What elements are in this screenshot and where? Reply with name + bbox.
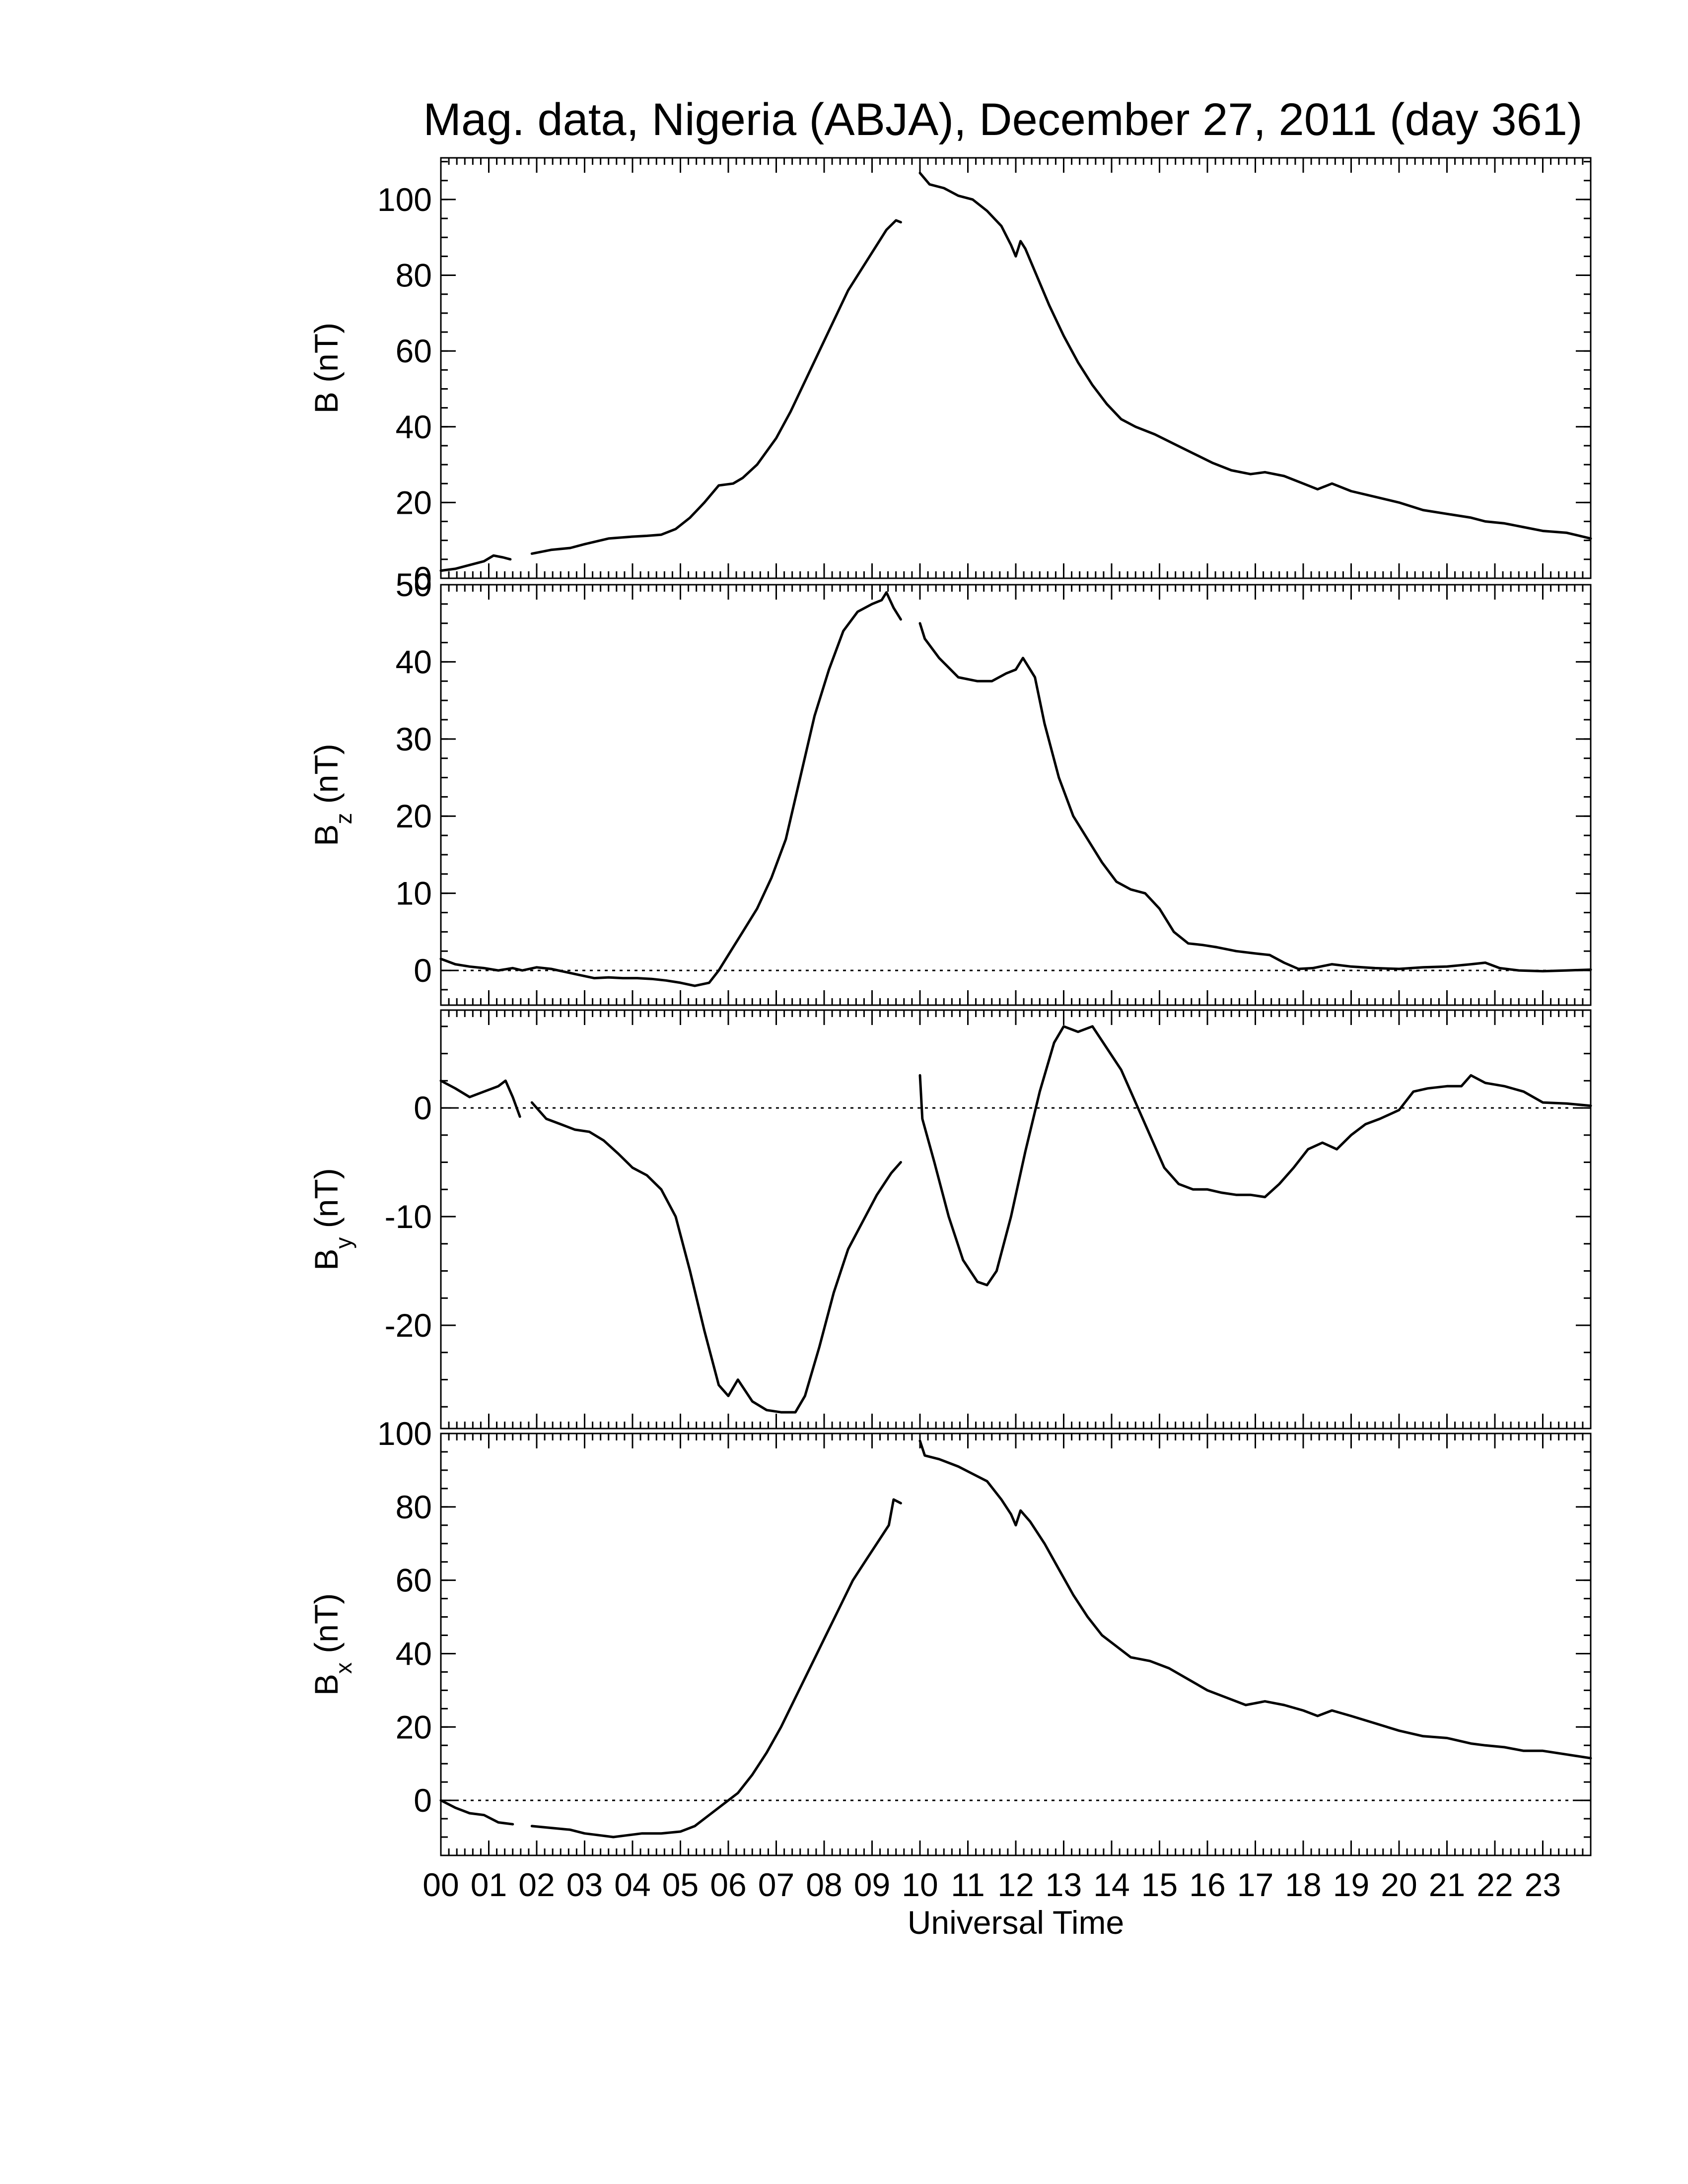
data-trace <box>530 1101 902 1414</box>
x-tick-label: 09 <box>854 1866 890 1903</box>
y-tick-label: 0 <box>414 952 432 989</box>
y-axis-label-unit: (nT) <box>308 744 345 813</box>
y-tick-label: 100 <box>377 181 432 218</box>
y-tick-label: 20 <box>396 1708 432 1745</box>
x-tick-label: 15 <box>1141 1866 1178 1903</box>
data-trace <box>918 172 1592 540</box>
x-tick-label: 22 <box>1477 1866 1513 1903</box>
x-axis-label: Universal Time <box>908 1904 1124 1941</box>
data-trace <box>439 591 902 987</box>
x-tick-label: 00 <box>422 1866 459 1903</box>
x-axis: 00 01 02 03 04 05 06 07 08 09 10 11 12 13 14 15 16 17 18 19… <box>422 1866 1561 1903</box>
x-tick-label: 21 <box>1429 1866 1465 1903</box>
x-tick-label: 12 <box>997 1866 1034 1903</box>
x-tick-label: 02 <box>518 1866 555 1903</box>
y-tick-label: -20 <box>385 1307 432 1344</box>
y-tick-label: 60 <box>396 1562 432 1599</box>
y-axis-label-main: B <box>308 392 345 413</box>
panel-Bz: 0 10 20 30 40 50 Bz (nT) <box>308 566 1592 1006</box>
panel-B: 0 20 40 60 80 100 B (nT) <box>308 157 1592 597</box>
y-tick-label: 40 <box>396 643 432 680</box>
data-trace <box>918 1439 1592 1760</box>
y-axis-label-main: B <box>308 1674 345 1696</box>
x-tick-label: 19 <box>1333 1866 1369 1903</box>
x-tick-label: 01 <box>471 1866 507 1903</box>
y-axis-label-main: B <box>308 1249 345 1271</box>
y-axis-label-unit: (nT) <box>308 1168 345 1237</box>
data-trace <box>439 554 512 572</box>
x-tick-label: 04 <box>614 1866 650 1903</box>
x-tick-label: 20 <box>1381 1866 1417 1903</box>
chart-title: Mag. data, Nigeria (ABJA), December 27, … <box>423 94 1582 145</box>
y-axis-label-subscript: x <box>331 1662 356 1674</box>
y-tick-label: 0 <box>414 1090 432 1126</box>
panel-Bx: 0 20 40 60 80 100 Bx (nT) <box>308 1415 1592 1856</box>
x-tick-label: 06 <box>710 1866 746 1903</box>
data-trace <box>530 1498 902 1839</box>
y-tick-label: 0 <box>414 1782 432 1819</box>
data-trace <box>439 1799 514 1826</box>
x-tick-label: 17 <box>1237 1866 1273 1903</box>
y-axis-label: B (nT) <box>308 323 345 413</box>
x-tick-label: 07 <box>758 1866 794 1903</box>
data-trace <box>530 219 902 555</box>
x-tick-label: 18 <box>1285 1866 1321 1903</box>
y-axis-label-subscript: z <box>331 813 356 824</box>
x-tick-label: 08 <box>806 1866 842 1903</box>
y-tick-label: 100 <box>377 1415 432 1452</box>
y-tick-label: 80 <box>396 257 432 294</box>
data-trace <box>918 622 1592 973</box>
y-tick-label: 10 <box>396 875 432 912</box>
y-tick-label: -10 <box>385 1198 432 1235</box>
y-tick-label: 60 <box>396 333 432 369</box>
x-tick-label: 23 <box>1525 1866 1561 1903</box>
y-axis-label-unit: (nT) <box>308 323 345 392</box>
y-axis-label: Bz (nT) <box>308 744 356 846</box>
y-tick-label: 20 <box>396 798 432 834</box>
y-tick-label: 40 <box>396 1635 432 1672</box>
y-tick-label: 0 <box>414 560 432 597</box>
x-tick-label: 11 <box>951 1866 985 1903</box>
y-tick-label: 30 <box>396 721 432 757</box>
x-tick-label: 10 <box>902 1866 938 1903</box>
x-tick-label: 03 <box>566 1866 603 1903</box>
y-axis-label-main: B <box>308 824 345 846</box>
y-axis-label: Bx (nT) <box>308 1593 356 1696</box>
y-axis-label: By (nT) <box>308 1168 356 1270</box>
y-tick-label: 20 <box>396 484 432 521</box>
data-trace <box>439 1079 521 1118</box>
x-tick-label: 14 <box>1093 1866 1129 1903</box>
data-trace <box>918 1025 1592 1287</box>
y-axis-label-unit: (nT) <box>308 1593 345 1662</box>
y-tick-label: 40 <box>396 409 432 445</box>
y-tick-label: 80 <box>396 1489 432 1525</box>
x-tick-label: 16 <box>1189 1866 1225 1903</box>
y-tick-label: 50 <box>396 566 432 603</box>
y-axis-label-subscript: y <box>331 1237 356 1249</box>
x-tick-label: 13 <box>1046 1866 1082 1903</box>
x-tick-label: 05 <box>662 1866 699 1903</box>
panel-By: -20 -10 0 By (nT) <box>308 1009 1592 1430</box>
